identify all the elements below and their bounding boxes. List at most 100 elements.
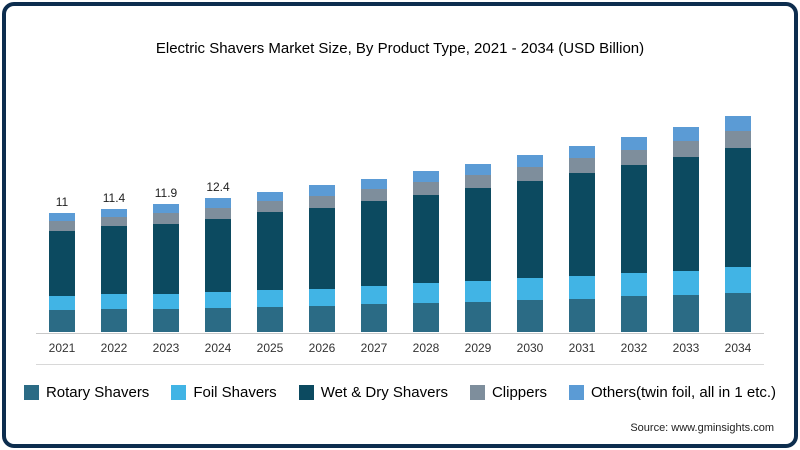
segment-clippers <box>101 216 127 227</box>
bar-column-2033 <box>660 102 712 332</box>
segment-others-twin-foil-all-in-1-etc <box>621 136 647 150</box>
chart-title: Electric Shavers Market Size, By Product… <box>155 40 645 57</box>
legend-item-wet-dry-shavers: Wet & Dry Shavers <box>298 384 448 401</box>
segment-wet-dry-shavers <box>569 173 595 276</box>
bar-stack <box>257 191 283 332</box>
legend-swatch-icon <box>23 385 39 400</box>
bar-column-2027 <box>348 102 400 332</box>
bar-stack <box>49 213 75 332</box>
bar-stack <box>153 203 179 332</box>
segment-wet-dry-shavers <box>621 164 647 273</box>
segment-foil-shavers <box>309 288 335 307</box>
x-axis-label-2022: 2022 <box>100 341 128 355</box>
bar-stack <box>673 126 699 332</box>
x-axis-label-2029: 2029 <box>464 341 492 355</box>
segment-others-twin-foil-all-in-1-etc <box>517 154 543 167</box>
segment-rotary-shavers <box>309 306 335 332</box>
segment-wet-dry-shavers <box>517 180 543 279</box>
segment-rotary-shavers <box>569 298 595 332</box>
segment-wet-dry-shavers <box>309 207 335 289</box>
segment-wet-dry-shavers <box>465 188 491 282</box>
bar-stack <box>309 185 335 332</box>
segment-clippers <box>309 195 335 208</box>
bar-column-2021: 11 <box>36 102 88 332</box>
bar-column-2028 <box>400 102 452 332</box>
bar-stack <box>517 154 543 332</box>
bars-row: 11 11.4 11.9 12.4 <box>36 102 764 332</box>
x-axis-label-2025: 2025 <box>256 341 284 355</box>
plot-area: 11 11.4 11.9 12.4 <box>36 102 764 332</box>
segment-others-twin-foil-all-in-1-etc <box>257 191 283 202</box>
segment-foil-shavers <box>465 281 491 302</box>
bar-stack <box>621 136 647 332</box>
segment-foil-shavers <box>205 292 231 309</box>
segment-clippers <box>725 131 751 149</box>
segment-clippers <box>517 166 543 181</box>
segment-foil-shavers <box>153 294 179 310</box>
segment-wet-dry-shavers <box>49 230 75 297</box>
segment-others-twin-foil-all-in-1-etc <box>673 126 699 141</box>
legend-label: Clippers <box>491 384 547 401</box>
bar-total-label: 11.9 <box>154 185 178 200</box>
bar-column-2034 <box>712 102 764 332</box>
bar-stack <box>361 178 387 332</box>
bar-stack <box>205 198 231 332</box>
segment-others-twin-foil-all-in-1-etc <box>101 208 127 217</box>
segment-foil-shavers <box>361 285 387 304</box>
segment-others-twin-foil-all-in-1-etc <box>153 203 179 214</box>
segment-foil-shavers <box>673 270 699 296</box>
legend-label: Wet & Dry Shavers <box>320 384 448 401</box>
bar-total-label: 12.4 <box>206 180 230 195</box>
segment-rotary-shavers <box>205 308 231 332</box>
bar-column-2030 <box>504 102 556 332</box>
segment-rotary-shavers <box>101 309 127 332</box>
segment-others-twin-foil-all-in-1-etc <box>49 213 75 221</box>
bar-stack <box>725 116 751 332</box>
segment-others-twin-foil-all-in-1-etc <box>361 178 387 190</box>
legend-item-foil-shavers: Foil Shavers <box>171 384 277 401</box>
segment-rotary-shavers <box>257 307 283 332</box>
legend-swatch-icon <box>171 385 187 400</box>
segment-foil-shavers <box>517 278 543 300</box>
segment-wet-dry-shavers <box>205 218 231 293</box>
segment-rotary-shavers <box>725 293 751 332</box>
x-axis-label-2031: 2031 <box>568 341 596 355</box>
legend-item-others-twin-foil-all-in-1-etc: Others(twin foil, all in 1 etc.) <box>568 384 776 401</box>
segment-others-twin-foil-all-in-1-etc <box>205 198 231 208</box>
bar-column-2022: 11.4 <box>88 102 140 332</box>
segment-foil-shavers <box>569 275 595 299</box>
legend-label: Rotary Shavers <box>45 384 150 401</box>
legend-label: Foil Shavers <box>193 384 277 401</box>
x-axis-label-2033: 2033 <box>672 341 700 355</box>
bar-column-2026 <box>296 102 348 332</box>
bar-total-label: 11.4 <box>102 190 126 205</box>
segment-others-twin-foil-all-in-1-etc <box>465 163 491 176</box>
legend-swatch-icon <box>469 385 485 400</box>
bar-total-label: 11 <box>55 195 69 210</box>
x-axis-label-2034: 2034 <box>724 341 752 355</box>
segment-foil-shavers <box>49 296 75 311</box>
segment-foil-shavers <box>725 267 751 294</box>
bar-stack <box>465 163 491 332</box>
bar-column-2031 <box>556 102 608 332</box>
segment-rotary-shavers <box>517 299 543 332</box>
bar-column-2025 <box>244 102 296 332</box>
bar-column-2032 <box>608 102 660 332</box>
legend-item-rotary-shavers: Rotary Shavers <box>23 384 150 401</box>
segment-clippers <box>361 189 387 202</box>
segment-clippers <box>257 201 283 213</box>
bar-stack <box>569 146 595 332</box>
segment-clippers <box>673 140 699 158</box>
segment-wet-dry-shavers <box>257 212 283 290</box>
segment-others-twin-foil-all-in-1-etc <box>725 116 751 132</box>
bar-column-2029 <box>452 102 504 332</box>
segment-clippers <box>205 207 231 219</box>
segment-others-twin-foil-all-in-1-etc <box>569 146 595 159</box>
legend-swatch-icon <box>298 385 314 400</box>
x-axis-label-2030: 2030 <box>516 341 544 355</box>
segment-wet-dry-shavers <box>153 224 179 295</box>
x-axis-label-2026: 2026 <box>308 341 336 355</box>
segment-rotary-shavers <box>361 303 387 332</box>
segment-others-twin-foil-all-in-1-etc <box>413 171 439 182</box>
